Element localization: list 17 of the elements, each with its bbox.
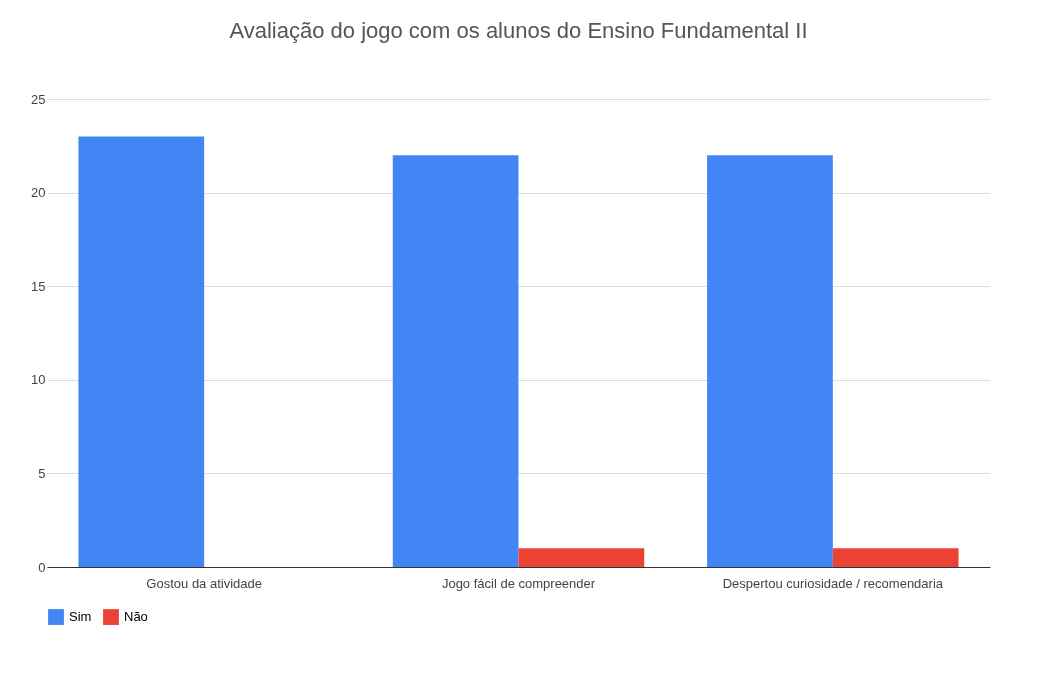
y-tick-label: 25 [31,91,46,107]
bar [707,155,833,567]
chart-title: Avaliação do jogo com os alunos do Ensino Fundamental II [229,18,808,43]
x-tick-label: Gostou da atividade [146,575,262,591]
x-tick-label: Despertou curiosidade / recomendaria [722,575,944,591]
bar [518,548,645,567]
y-tick-label: 10 [31,372,46,388]
bar [392,155,519,567]
y-tick-label: 5 [38,465,46,481]
bar [78,136,205,567]
bar [832,548,959,567]
y-tick-label: 20 [31,185,46,201]
legend-label: Sim [69,609,92,625]
y-tick-label: 0 [38,559,46,575]
y-tick-label: 15 [31,278,46,294]
x-tick-label: Jogo fácil de compreender [441,575,596,591]
legend-label: Não [124,609,148,625]
